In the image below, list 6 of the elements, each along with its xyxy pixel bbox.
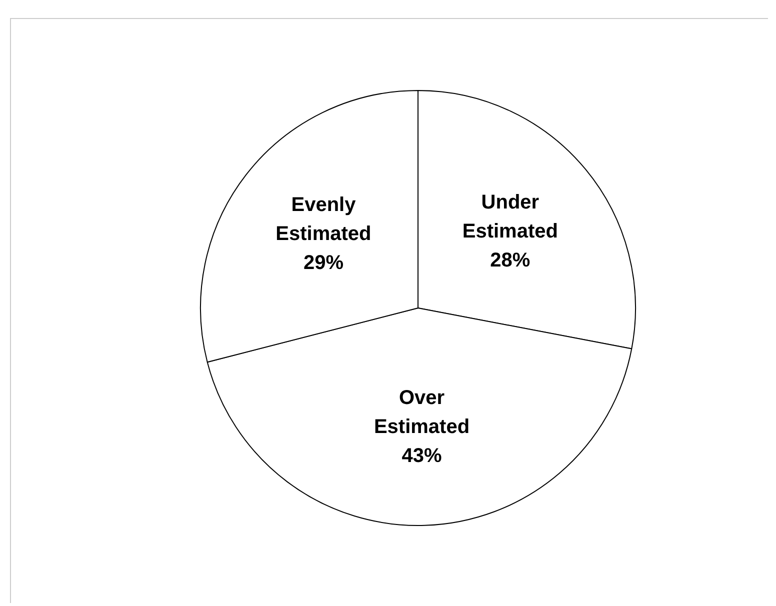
slice-label: Over Estimated [374, 387, 470, 438]
data-label: 29% [303, 252, 344, 274]
data-label: 28% [490, 249, 530, 272]
data-label: 43% [402, 445, 442, 468]
slice-label: Evenly Estimated [276, 194, 372, 246]
slice-label: Under Estimated [462, 191, 558, 242]
